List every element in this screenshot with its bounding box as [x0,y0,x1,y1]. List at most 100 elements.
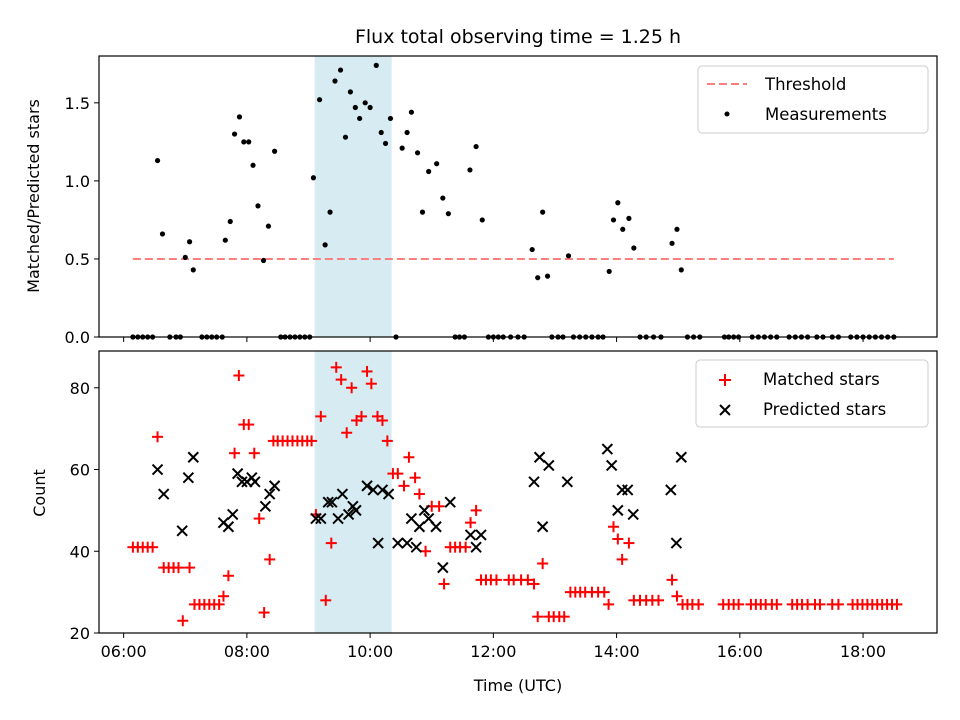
predicted-star-d2 [310,512,322,525]
matched-star-point [693,598,705,610]
predicted-star-d2 [422,512,435,525]
predicted-star-point [322,496,334,508]
highlight-span [314,351,392,633]
measurement-point [362,100,368,106]
legend: Matched stars Predicted stars [695,359,929,428]
predicted-star-d2 [361,480,373,492]
predicted-star-d2 [236,476,248,488]
predicted-star-point [670,537,683,549]
measurement-point [540,209,546,215]
legend-threshold-label: Threshold [764,75,846,94]
matched-star-point [213,598,225,610]
predicted-star-point [367,484,379,496]
predicted-star-d2 [222,521,235,533]
matched-stars-points [127,361,903,627]
predicted-star-d2 [182,471,195,484]
predicted-star-d2 [605,459,618,472]
matched-star-point [603,598,615,610]
predicted-star-d2 [665,484,677,496]
matched-star-point [152,431,164,443]
measurement-point [620,226,626,232]
legend-predicted-swatch [719,404,731,416]
predicted-star-point [157,488,170,500]
predicted-star-d2 [601,443,614,455]
predicted-star-d2 [315,512,327,525]
matched-star-point [365,378,377,390]
x-tick-label: 12:00 [470,642,516,661]
y-tick-label: 0.5 [65,250,90,269]
y-ticks: 0.0 0.5 1.0 1.5 [65,94,99,347]
matched-star-point [306,435,318,447]
predicted-star-d2 [176,525,188,537]
predicted-star-d2 [249,476,261,488]
predicted-star-d2 [392,537,404,549]
matched-star-point [243,419,255,431]
measurement-point [445,211,451,217]
predicted-star-point [376,484,389,496]
measurement-point [322,242,328,248]
predicted-star-point [259,500,272,513]
predicted-star-d2 [405,512,418,525]
measurement-point [674,226,680,232]
measurement-point [669,240,675,246]
predicted-star-point [601,443,614,455]
matched-star-point [490,574,502,586]
predicted-star-point [418,504,431,517]
predicted-star-point [310,512,322,525]
measurement-point [610,217,617,223]
matched-star-point [438,578,450,590]
legend-matched-label: Matched stars [763,370,880,389]
measurement-point [426,168,432,175]
predicted-star-point [231,467,244,480]
matched-star-point [361,365,373,377]
measurement-point [190,267,196,273]
measurement-point [378,129,384,136]
matched-star-point [465,517,477,529]
matched-star-point [733,598,745,610]
measurement-point [260,257,267,264]
matched-star-point [891,598,903,610]
measurement-point [182,254,188,260]
measurement-point [529,246,535,253]
matched-star-point [177,615,189,627]
predicted-star-point [528,476,540,488]
measurement-point [544,273,551,279]
legend-matched-swatch [719,374,731,386]
matched-star-point [330,361,342,373]
measurement-point [440,195,446,201]
measurement-point [357,115,363,122]
y-tick-label: 1.0 [65,172,90,191]
predicted-star-d2 [413,521,426,533]
predicted-star-d2 [464,529,477,541]
matched-star-point [652,594,664,606]
predicted-star-point [621,484,634,496]
measurement-point [154,157,161,164]
predicted-star-point [536,521,549,533]
matched-star-point [398,480,410,492]
predicted-star-d2 [561,476,574,488]
predicted-star-point [332,512,344,525]
predicted-star-d2 [444,496,456,508]
predicted-star-d2 [410,541,423,553]
predicted-star-point [182,471,195,484]
predicted-star-d2 [187,451,199,463]
predicted-star-point [627,508,639,521]
predicted-star-d2 [430,521,442,533]
y-axis-label: Count [30,469,49,517]
matched-star-point [217,590,229,602]
x-tick-label: 14:00 [594,642,640,661]
predicted-star-point [543,459,555,472]
matched-star-point [248,447,260,459]
predicted-star-d2 [231,467,244,480]
predicted-star-point [382,488,395,500]
predicted-star-d2 [326,496,338,508]
matched-star-point [346,382,358,394]
matched-star-point [832,598,844,610]
predicted-star-point [268,480,281,492]
matched-star-point [608,521,620,533]
legend-box [695,359,929,428]
measurement-point [404,129,410,136]
matched-star-point [376,414,388,426]
predicted-star-d2 [367,484,379,496]
matched-star-point [460,541,472,553]
